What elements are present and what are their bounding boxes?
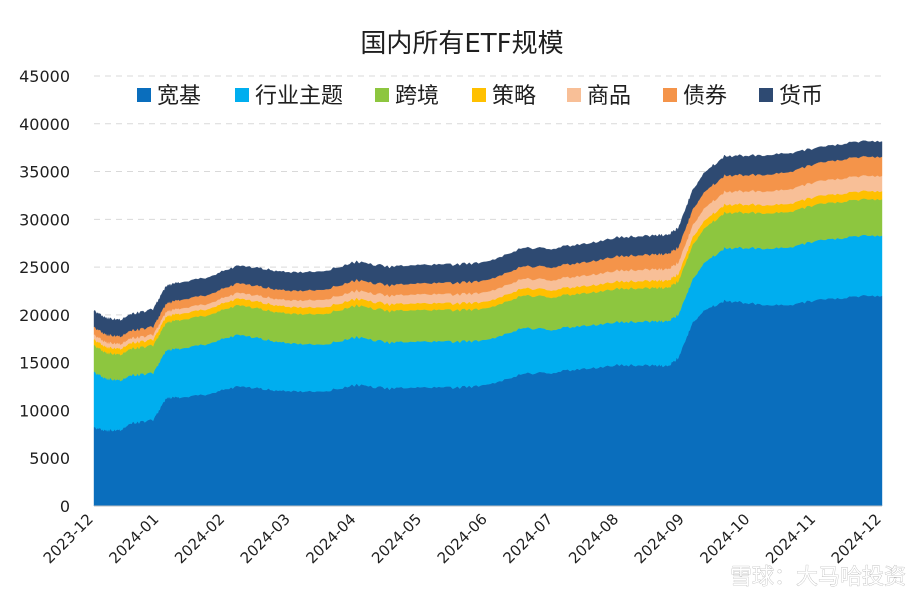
legend-label-2: 跨境	[395, 84, 439, 109]
y-tick-label: 0	[60, 497, 70, 516]
legend-label-1: 行业主题	[255, 84, 343, 109]
x-tick-label: 2024-08	[565, 510, 622, 567]
y-tick-label: 15000	[19, 354, 70, 373]
legend-label-5: 债券	[683, 84, 727, 109]
legend-swatch-0	[137, 88, 151, 102]
legend-swatch-4	[567, 88, 581, 102]
watermark-text: 雪球：大马哈投资	[730, 565, 906, 590]
legend: 宽基 行业主题 跨境 策略 商品 债券 货币	[137, 84, 823, 109]
legend-label-3: 策略	[492, 84, 536, 109]
x-tick-label: 2024-03	[237, 510, 294, 567]
legend-swatch-1	[235, 88, 249, 102]
y-tick-label: 45000	[19, 67, 70, 86]
y-tick-label: 40000	[19, 115, 70, 134]
x-tick-label: 2024-07	[499, 510, 556, 567]
legend-swatch-3	[472, 88, 486, 102]
legend-swatch-5	[663, 88, 677, 102]
legend-label-0: 宽基	[157, 84, 201, 109]
x-tick-label: 2024-11	[762, 510, 819, 567]
x-tick-label: 2024-05	[368, 510, 425, 567]
chart-title: 国内所有ETF规模	[360, 29, 563, 59]
x-tick-label: 2024-12	[828, 510, 885, 567]
stacked-areas	[93, 140, 883, 507]
legend-label-6: 货币	[779, 84, 823, 109]
y-tick-label: 5000	[29, 449, 70, 468]
x-tick-label: 2024-10	[696, 510, 753, 567]
area-series-6	[93, 140, 883, 338]
y-tick-label: 30000	[19, 210, 70, 229]
x-tick-label: 2024-02	[171, 510, 228, 567]
x-tick-label: 2024-04	[302, 510, 359, 567]
y-tick-label: 20000	[19, 306, 70, 325]
y-tick-label: 35000	[19, 163, 70, 182]
x-tick-label: 2024-01	[105, 510, 162, 567]
legend-swatch-2	[375, 88, 389, 102]
x-tick-label: 2024-09	[631, 510, 688, 567]
y-tick-label: 25000	[19, 258, 70, 277]
legend-label-4: 商品	[587, 84, 631, 109]
legend-swatch-6	[759, 88, 773, 102]
x-tick-label: 2024-06	[434, 510, 491, 567]
x-tick-label: 2023-12	[40, 510, 97, 567]
y-tick-label: 10000	[19, 401, 70, 420]
